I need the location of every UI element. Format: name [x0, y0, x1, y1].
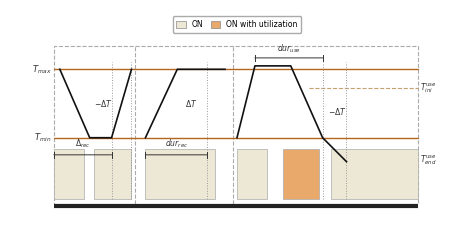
Text: $T^{use}_{ini}$: $T^{use}_{ini}$ — [420, 82, 437, 95]
Bar — [330, 149, 418, 199]
Bar — [283, 149, 319, 199]
Bar — [54, 149, 84, 199]
Text: $T^{use}_{end}$: $T^{use}_{end}$ — [420, 154, 437, 167]
Text: $\Delta T$: $\Delta T$ — [185, 98, 197, 109]
Text: $-\Delta T$: $-\Delta T$ — [94, 98, 113, 109]
Bar — [94, 149, 131, 199]
Text: $dur_{use}$: $dur_{use}$ — [277, 43, 301, 55]
Text: $\Delta_{rec}$: $\Delta_{rec}$ — [75, 138, 91, 150]
Bar — [237, 149, 267, 199]
Bar — [146, 149, 215, 199]
Text: $T_{max}$: $T_{max}$ — [32, 63, 52, 76]
Legend: ON, ON with utilization: ON, ON with utilization — [173, 16, 301, 33]
Text: $T_{min}$: $T_{min}$ — [34, 131, 52, 144]
Text: $-\Delta T$: $-\Delta T$ — [328, 106, 346, 117]
Text: $dur_{rec}$: $dur_{rec}$ — [164, 138, 188, 150]
